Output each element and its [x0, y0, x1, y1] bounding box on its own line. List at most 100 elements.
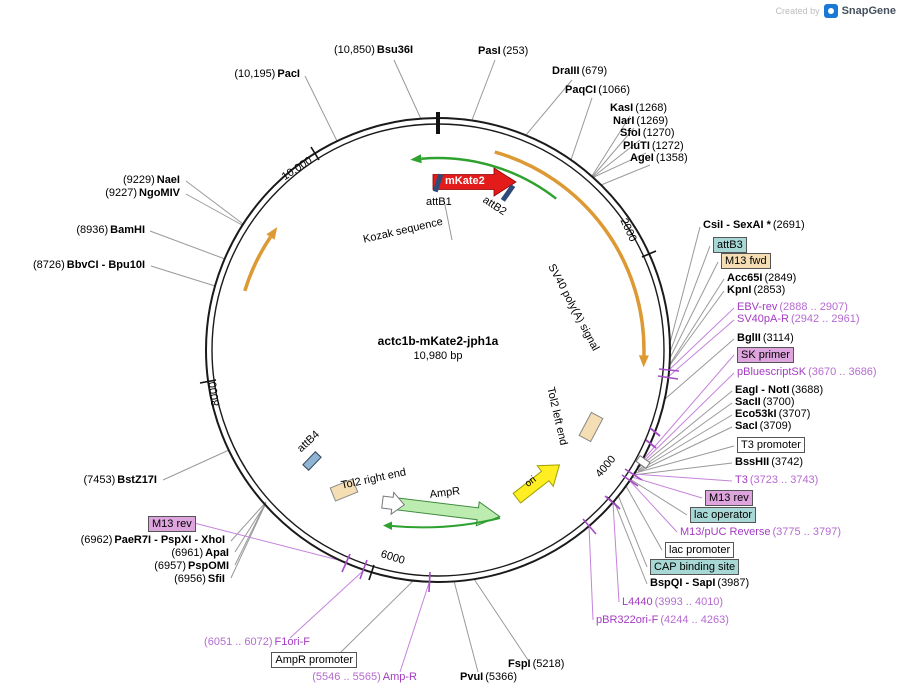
site-label-paqci[interactable]: PaqCI (1066): [565, 84, 630, 97]
feature-arc-right[interactable]: [494, 150, 646, 356]
feature-label-mkate2[interactable]: mKate2: [445, 175, 485, 187]
site-label-kpni[interactable]: KpnI (2853): [727, 284, 785, 297]
site-pos: (1270): [642, 127, 675, 139]
primer-label-amp-r[interactable]: (5546 .. 5565) Amp-R: [312, 671, 417, 684]
primer-label-ebv-rev[interactable]: EBV-rev (2888 .. 2907): [737, 301, 848, 314]
site-label-csii-sexai[interactable]: CsiI - SexAI * (2691): [703, 219, 805, 232]
site-name: SfoI: [620, 127, 641, 139]
feature-label-attb1[interactable]: attB1: [426, 196, 452, 208]
site-label-pluti[interactable]: PluTI (1272): [623, 140, 684, 153]
site-label-eagi-noti[interactable]: EagI - NotI (3688): [735, 384, 823, 397]
site-label-bbvci-bpu10i[interactable]: (8726) BbvCI - Bpu10I: [33, 259, 145, 272]
site-label-apai[interactable]: (6961) ApaI: [171, 547, 229, 560]
site-pos: (253): [502, 45, 529, 57]
primer-box-m13-fwd[interactable]: M13 fwd: [721, 253, 771, 269]
site-label-sacii[interactable]: SacII (3700): [735, 396, 794, 409]
tol2-left-end-box[interactable]: [578, 411, 604, 443]
primer-name: T3: [735, 474, 748, 486]
feature-arc-left-arrowhead: [266, 227, 278, 240]
site-label-ngomiv[interactable]: (9227) NgoMIV: [105, 187, 180, 200]
feature-box-lac-promoter[interactable]: lac promoter: [665, 542, 735, 558]
feature-ori-arrow[interactable]: [509, 455, 568, 509]
box-label: M13 rev: [152, 518, 192, 530]
primer-range: (3993 .. 4010): [654, 596, 724, 608]
attb2-marker[interactable]: [500, 184, 516, 202]
site-label-fspi[interactable]: FspI (5218): [508, 658, 564, 671]
feature-box-lac-operator[interactable]: lac operator: [690, 507, 757, 523]
feature-box-cap-binding-site[interactable]: CAP binding site: [650, 559, 740, 575]
primer-range: (3670 .. 3686): [808, 366, 877, 378]
site-pos: (1269): [636, 115, 669, 127]
site-label-sfii[interactable]: (6956) SfiI: [174, 573, 225, 586]
site-pos: (2691): [772, 219, 805, 231]
plasmid-title: actc1b-mKate2-jph1a 10,980 bp: [338, 334, 538, 362]
primer-label-m13-puc-reverse[interactable]: M13/pUC Reverse (3775 .. 3797): [680, 526, 841, 539]
site-label-acc65i[interactable]: Acc65I (2849): [727, 272, 796, 285]
feature-arc-left[interactable]: [243, 236, 272, 292]
attb1-marker[interactable]: [432, 173, 444, 193]
site-label-pasi[interactable]: PasI (253): [478, 45, 528, 58]
site-label-bglii[interactable]: BglII (3114): [737, 332, 794, 345]
feature-ori-group: [509, 455, 568, 509]
primer-name: F1ori-F: [274, 636, 310, 648]
site-pos: (9229): [122, 174, 155, 186]
site-label-pvui[interactable]: PvuI (5366): [460, 671, 517, 684]
site-name: CsiI - SexAI *: [703, 219, 771, 231]
site-label-bsshii[interactable]: BssHII (3742): [735, 456, 803, 469]
plasmid-size: 10,980 bp: [413, 350, 463, 362]
primer-name: L4440: [622, 596, 653, 608]
feature-arc-green-bottom[interactable]: [391, 517, 501, 529]
site-label-pspomi[interactable]: (6957) PspOMI: [154, 560, 229, 573]
site-label-bspqi-sapi[interactable]: BspQI - SapI (3987): [650, 577, 749, 590]
primer-label-sv40pa-r[interactable]: SV40pA-R (2942 .. 2961): [737, 313, 859, 326]
primer-label-pbluescriptsk[interactable]: pBluescriptSK (3670 .. 3686): [737, 366, 877, 379]
site-label-sfoi[interactable]: SfoI (1270): [620, 127, 675, 140]
site-pos: (5218): [532, 658, 565, 670]
feature-arc-green-top[interactable]: [421, 156, 557, 200]
site-label-eco53ki[interactable]: Eco53kI (3707): [735, 408, 810, 421]
primer-range: (5546 .. 5565): [312, 671, 381, 683]
site-pos: (9227): [105, 187, 138, 199]
box-label: SK primer: [741, 349, 790, 361]
feature-box-t3-promoter[interactable]: T3 promoter: [737, 437, 805, 453]
site-pos: (6961): [171, 547, 204, 559]
primer-label-f1ori-f[interactable]: (6051 .. 6072) F1ori-F: [204, 636, 310, 649]
box-label: attB3: [717, 239, 743, 251]
site-label-bstz17i[interactable]: (7453) BstZ17I: [83, 474, 157, 487]
site-label-draiii[interactable]: DraIII (679): [552, 65, 607, 78]
primer-label-l4440[interactable]: L4440 (3993 .. 4010): [622, 596, 723, 609]
primer-range: (2888 .. 2907): [779, 301, 848, 313]
primer-leader-lines: [193, 307, 735, 673]
feature-signal-arrow[interactable]: [381, 491, 406, 516]
feature-box-ampr-promoter[interactable]: AmpR promoter: [271, 652, 357, 668]
site-label-bamhi[interactable]: (8936) BamHI: [76, 224, 145, 237]
site-label-naei[interactable]: (9229) NaeI: [123, 174, 180, 187]
primer-label-pbr322ori-f[interactable]: pBR322ori-F (4244 .. 4263): [596, 614, 729, 627]
snapgene-brand-text: SnapGene: [841, 5, 896, 17]
box-label: lac promoter: [669, 544, 731, 556]
primer-range: (3775 .. 3797): [772, 526, 841, 538]
site-pos: (5366): [485, 671, 518, 683]
site-label-paci[interactable]: (10,195) PacI: [234, 68, 300, 81]
site-label-agei[interactable]: AgeI (1358): [630, 152, 688, 165]
site-label-paer7i-pspxi-xhoi[interactable]: (6962) PaeR7I - PspXI - XhoI: [81, 534, 225, 547]
primer-box-m13-rev-right[interactable]: M13 rev: [705, 490, 753, 506]
site-label-nari[interactable]: NarI (1269): [613, 115, 668, 128]
tol2-right-end-box[interactable]: [329, 478, 359, 502]
feature-mkate2-arrow[interactable]: [432, 167, 517, 197]
site-label-saci[interactable]: SacI (3709): [735, 420, 791, 433]
primer-label-t3[interactable]: T3 (3723 .. 3743): [735, 474, 818, 487]
feature-box-attb3[interactable]: attB3: [713, 237, 747, 253]
attb4-marker[interactable]: [302, 451, 322, 471]
feature-arc-green-top-arrowhead: [410, 154, 422, 164]
site-label-bsu36i[interactable]: (10,850) Bsu36I: [334, 44, 413, 57]
site-pos: (7453): [83, 474, 116, 486]
box-label: M13 fwd: [725, 255, 767, 267]
site-label-kasi[interactable]: KasI (1268): [610, 102, 667, 115]
primer-box-sk-primer[interactable]: SK primer: [737, 347, 794, 363]
site-name: BspQI - SapI: [650, 577, 716, 589]
t3-promoter-marker[interactable]: [635, 454, 651, 470]
site-name: NgoMIV: [139, 187, 180, 199]
primer-box-m13-rev-left[interactable]: M13 rev: [148, 516, 196, 532]
